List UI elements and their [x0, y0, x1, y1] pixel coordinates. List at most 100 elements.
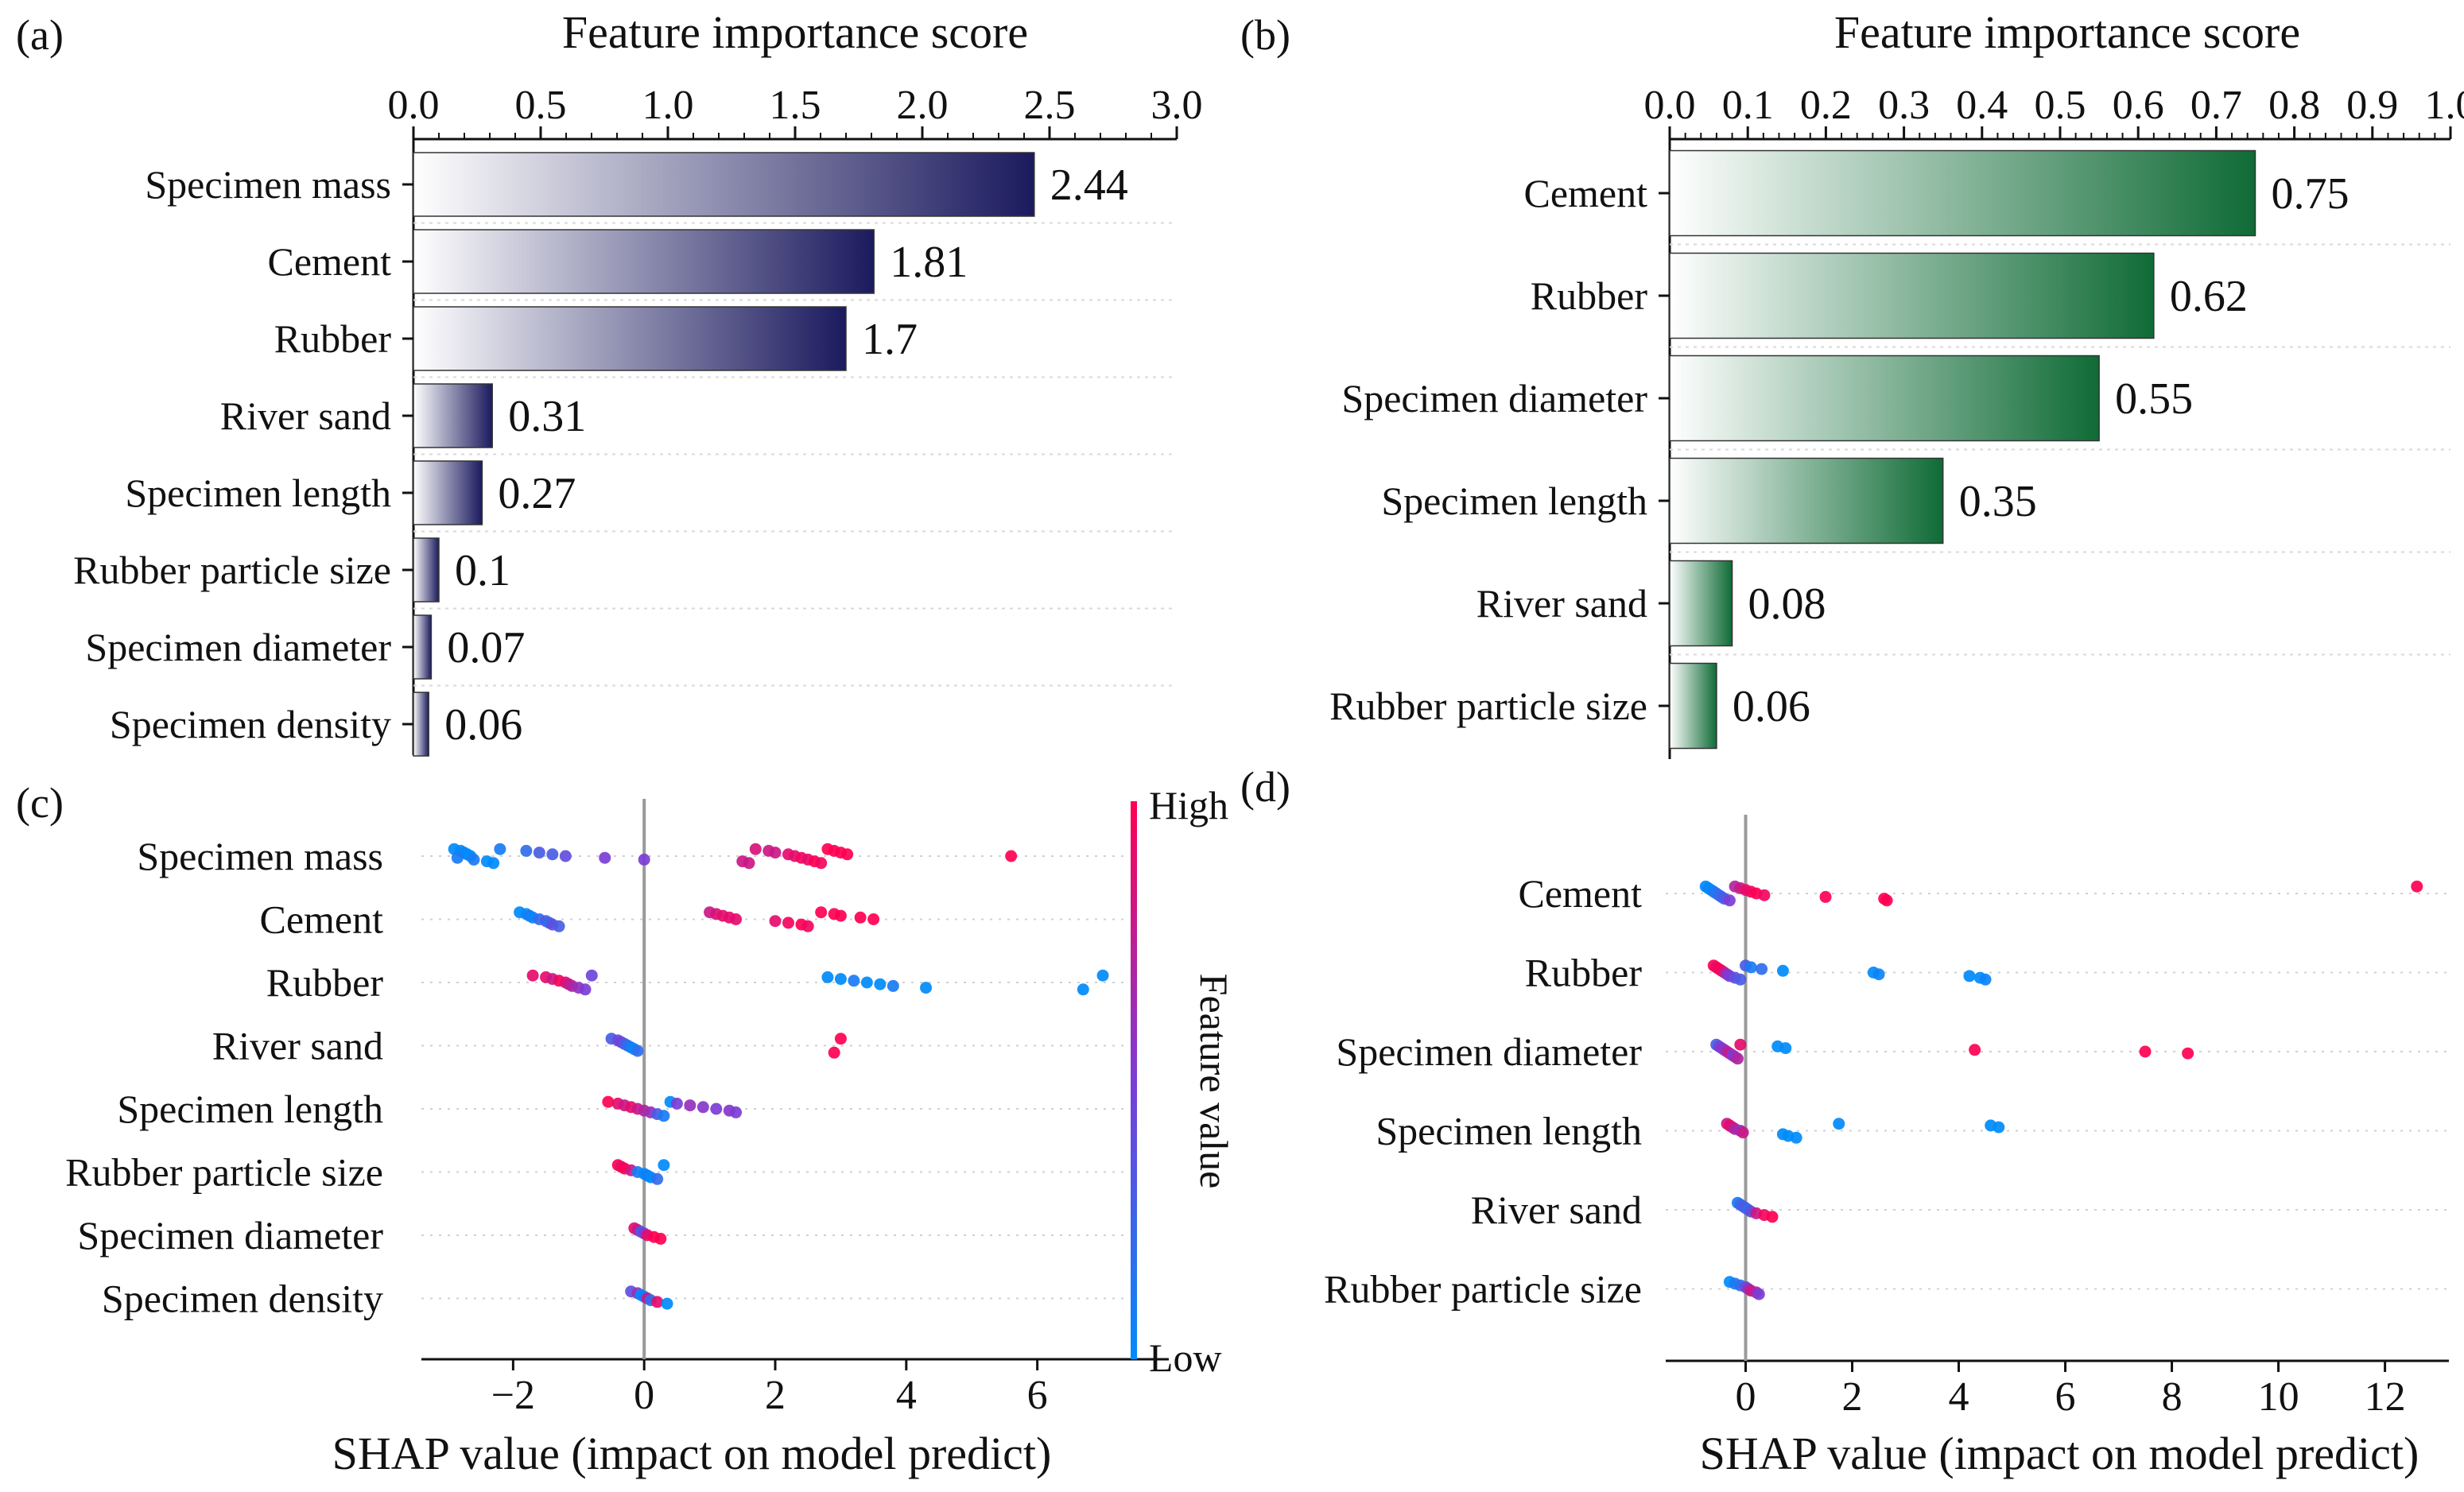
panel-a-label: (a): [16, 11, 64, 59]
panel-d-shap-point: [1993, 1121, 2005, 1134]
panel-d-shap-point: [1979, 973, 1992, 986]
panel-c-shap-point: [602, 1095, 615, 1108]
panel-d-shap-point: [1969, 1044, 1981, 1056]
panel-c-tick-label: 0: [634, 1373, 654, 1418]
panel-d-shap-point: [2411, 880, 2423, 893]
panel-d-shap-point: [1790, 1131, 1802, 1144]
panel-b-category-label: Cement: [1523, 171, 1647, 215]
panel-b-bar-chart: Feature importance score 0.0 0.1 0.2 0.3 0.4…: [1329, 6, 2464, 759]
panel-a-tick-label: 0.5: [515, 83, 567, 128]
panel-c-shap-point: [661, 1297, 673, 1310]
panel-c-shap-point: [828, 1046, 840, 1059]
panel-d-label: (d): [1240, 763, 1290, 811]
panel-c-shap-point: [821, 971, 834, 983]
panel-c-shap-point: [546, 848, 559, 861]
panel-b-tick-label: 0.4: [1956, 83, 2008, 128]
panel-c-shap-point: [815, 906, 828, 919]
panel-b-tick-label: 1.0: [2425, 83, 2464, 128]
colorbar-high-label: High: [1149, 783, 1228, 827]
panel-c-shap-summary: −2 0 2 4 6 Specimen mass Cement Rubber River sa…: [65, 783, 1236, 1479]
panel-c-shap-point: [743, 857, 755, 870]
panel-c-shap-point: [815, 857, 828, 870]
panel-b-value-label: 0.62: [2170, 272, 2248, 321]
panel-b-tick-label: 0.1: [1722, 83, 1774, 128]
panel-b-bar: [1669, 355, 2100, 442]
panel-a-category-label: Specimen mass: [145, 162, 391, 207]
panel-d-shap-point: [1880, 894, 1893, 907]
panel-b-tick-label: 0.2: [1800, 83, 1852, 128]
panel-c-shap-point: [684, 1099, 697, 1112]
panel-a-bar: [413, 537, 440, 603]
panel-a-bar-chart: Feature importance score 0.0 0.5 1.0 1.5 2.0…: [73, 6, 1203, 757]
panel-c-shap-point: [638, 853, 650, 866]
panel-c-shap-point: [920, 982, 933, 994]
panel-d-tick-label: 6: [2055, 1374, 2076, 1420]
panel-c-shap-point: [860, 976, 873, 989]
panel-c-shap-point: [769, 847, 782, 859]
panel-b-label: (b): [1240, 11, 1290, 59]
panel-c-shap-point: [451, 851, 464, 864]
panel-c-shap-point: [887, 979, 899, 992]
panel-d-shap-point: [1758, 889, 1771, 901]
colorbar-title: Feature value: [1192, 974, 1236, 1189]
panel-c-shap-point: [834, 909, 847, 922]
panel-c-shap-point: [670, 1097, 683, 1110]
panel-d-shap-point: [1734, 1038, 1747, 1051]
panel-c-category-label: Rubber particle size: [65, 1150, 383, 1195]
panel-c-shap-point: [468, 853, 480, 866]
panel-c-shap-point: [801, 920, 814, 932]
panel-d-tick-label: 8: [2162, 1374, 2183, 1420]
panel-d-category-label: Specimen diameter: [1336, 1029, 1642, 1074]
panel-a-tick-label: 3.0: [1151, 83, 1203, 128]
panel-b-title: Feature importance score: [1834, 6, 2300, 58]
panel-a-category-label: Specimen density: [110, 702, 391, 746]
panel-d-shap-point: [1756, 963, 1768, 975]
panel-a-bar: [413, 229, 875, 294]
panel-d-shap-point: [1723, 894, 1736, 907]
panel-a-category-label: Specimen length: [125, 471, 391, 515]
panel-c-shap-point: [651, 1172, 664, 1185]
panel-a-tick-label: 1.0: [642, 83, 694, 128]
panel-b-value-label: 0.06: [1733, 682, 1810, 731]
panel-c-shap-point: [533, 847, 545, 859]
panel-c-category-label: Specimen density: [102, 1277, 383, 1321]
panel-c-tick-label: 6: [1027, 1373, 1048, 1418]
colorbar: [1131, 801, 1137, 1359]
panel-a-value-label: 1.81: [890, 238, 968, 287]
panel-c-shap-point: [658, 1159, 670, 1172]
panel-a-tick-label: 0.0: [388, 83, 440, 128]
panel-c-shap-point: [559, 850, 572, 862]
panel-c-shap-point: [599, 851, 611, 864]
panel-a-tick-label: 1.5: [770, 83, 821, 128]
panel-c-shap-point: [730, 913, 743, 925]
panel-c-shap-point: [585, 969, 598, 982]
panel-d-shap-point: [1963, 970, 1976, 982]
panel-d-category-label: Rubber: [1525, 951, 1643, 995]
panel-b-tick-label: 0.8: [2268, 83, 2320, 128]
panel-c-shap-point: [654, 1232, 667, 1245]
colorbar-low-label: Low: [1149, 1335, 1222, 1380]
panel-d-tick-label: 4: [1949, 1374, 1969, 1420]
panel-c-shap-point: [710, 1103, 723, 1115]
panel-c-category-label: Cement: [259, 897, 383, 942]
panel-a-value-label: 0.1: [455, 546, 510, 595]
panel-b-tick-label: 0.9: [2346, 83, 2398, 128]
panel-a-value-label: 0.27: [498, 469, 576, 518]
panel-c-shap-point: [697, 1101, 709, 1114]
panel-c-category-label: Specimen length: [117, 1087, 383, 1131]
panel-c-shap-point: [834, 973, 847, 986]
panel-c-shap-point: [487, 857, 500, 870]
panel-a-tick-label: 2.5: [1024, 83, 1076, 128]
panel-b-bar: [1669, 149, 2256, 237]
panel-b-tick-label: 0.6: [2113, 83, 2164, 128]
panel-d-shap-point: [2182, 1047, 2194, 1060]
panel-d-tick-label: 10: [2258, 1374, 2299, 1420]
panel-b-category-label: Rubber: [1531, 273, 1648, 318]
panel-a-title: Feature importance score: [562, 6, 1028, 58]
panel-c-shap-point: [631, 1044, 644, 1057]
panel-b-bar: [1669, 662, 1717, 750]
panel-c-shap-point: [579, 983, 592, 996]
panel-a-value-label: 2.44: [1050, 161, 1128, 210]
panel-d-shap-point: [1833, 1118, 1845, 1130]
